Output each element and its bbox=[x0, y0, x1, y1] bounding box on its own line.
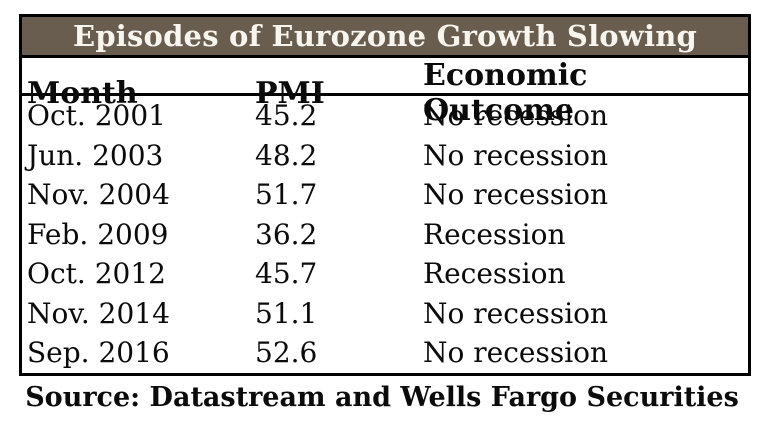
table-header-row: Month PMI Economic Outcome bbox=[22, 58, 748, 128]
column-header-pmi: PMI bbox=[255, 75, 325, 111]
source-attribution: Source: Datastream and Wells Fargo Secur… bbox=[25, 382, 739, 413]
cell-month: Nov. 2014 bbox=[27, 296, 170, 330]
cell-pmi: 48.2 bbox=[255, 138, 318, 172]
cell-outcome: No recession bbox=[423, 99, 609, 133]
table-row: Nov. 2014 51.1 No recession bbox=[22, 294, 748, 334]
cell-pmi: 51.7 bbox=[255, 178, 318, 212]
cell-outcome: No recession bbox=[423, 178, 609, 212]
table-row: Jun. 2003 48.2 No recession bbox=[22, 136, 748, 176]
pmi-episodes-table: Episodes of Eurozone Growth Slowing Mont… bbox=[19, 14, 751, 376]
column-header-outcome: Economic Outcome bbox=[423, 58, 588, 128]
table-row: Oct. 2012 45.7 Recession bbox=[22, 254, 748, 294]
cell-month: Nov. 2004 bbox=[27, 178, 170, 212]
table-title: Episodes of Eurozone Growth Slowing bbox=[22, 17, 748, 58]
cell-outcome: Recession bbox=[423, 257, 566, 291]
cell-pmi: 52.6 bbox=[255, 336, 318, 370]
table-row: Sep. 2016 52.6 No recession bbox=[22, 333, 748, 373]
cell-month: Oct. 2001 bbox=[27, 99, 166, 133]
cell-pmi: 45.7 bbox=[255, 257, 318, 291]
cell-month: Feb. 2009 bbox=[27, 217, 169, 251]
cell-outcome: No recession bbox=[423, 336, 609, 370]
cell-month: Oct. 2012 bbox=[27, 257, 166, 291]
cell-month: Sep. 2016 bbox=[27, 336, 170, 370]
cell-outcome: No recession bbox=[423, 138, 609, 172]
table-row: Oct. 2001 45.2 No recession bbox=[22, 96, 748, 136]
column-header-month: Month bbox=[27, 75, 138, 111]
cell-month: Jun. 2003 bbox=[27, 138, 164, 172]
table-row: Nov. 2004 51.7 No recession bbox=[22, 175, 748, 215]
cell-pmi: 45.2 bbox=[255, 99, 318, 133]
cell-pmi: 36.2 bbox=[255, 217, 318, 251]
cell-outcome: No recession bbox=[423, 296, 609, 330]
table-row: Feb. 2009 36.2 Recession bbox=[22, 215, 748, 255]
cell-pmi: 51.1 bbox=[255, 296, 318, 330]
cell-outcome: Recession bbox=[423, 217, 566, 251]
